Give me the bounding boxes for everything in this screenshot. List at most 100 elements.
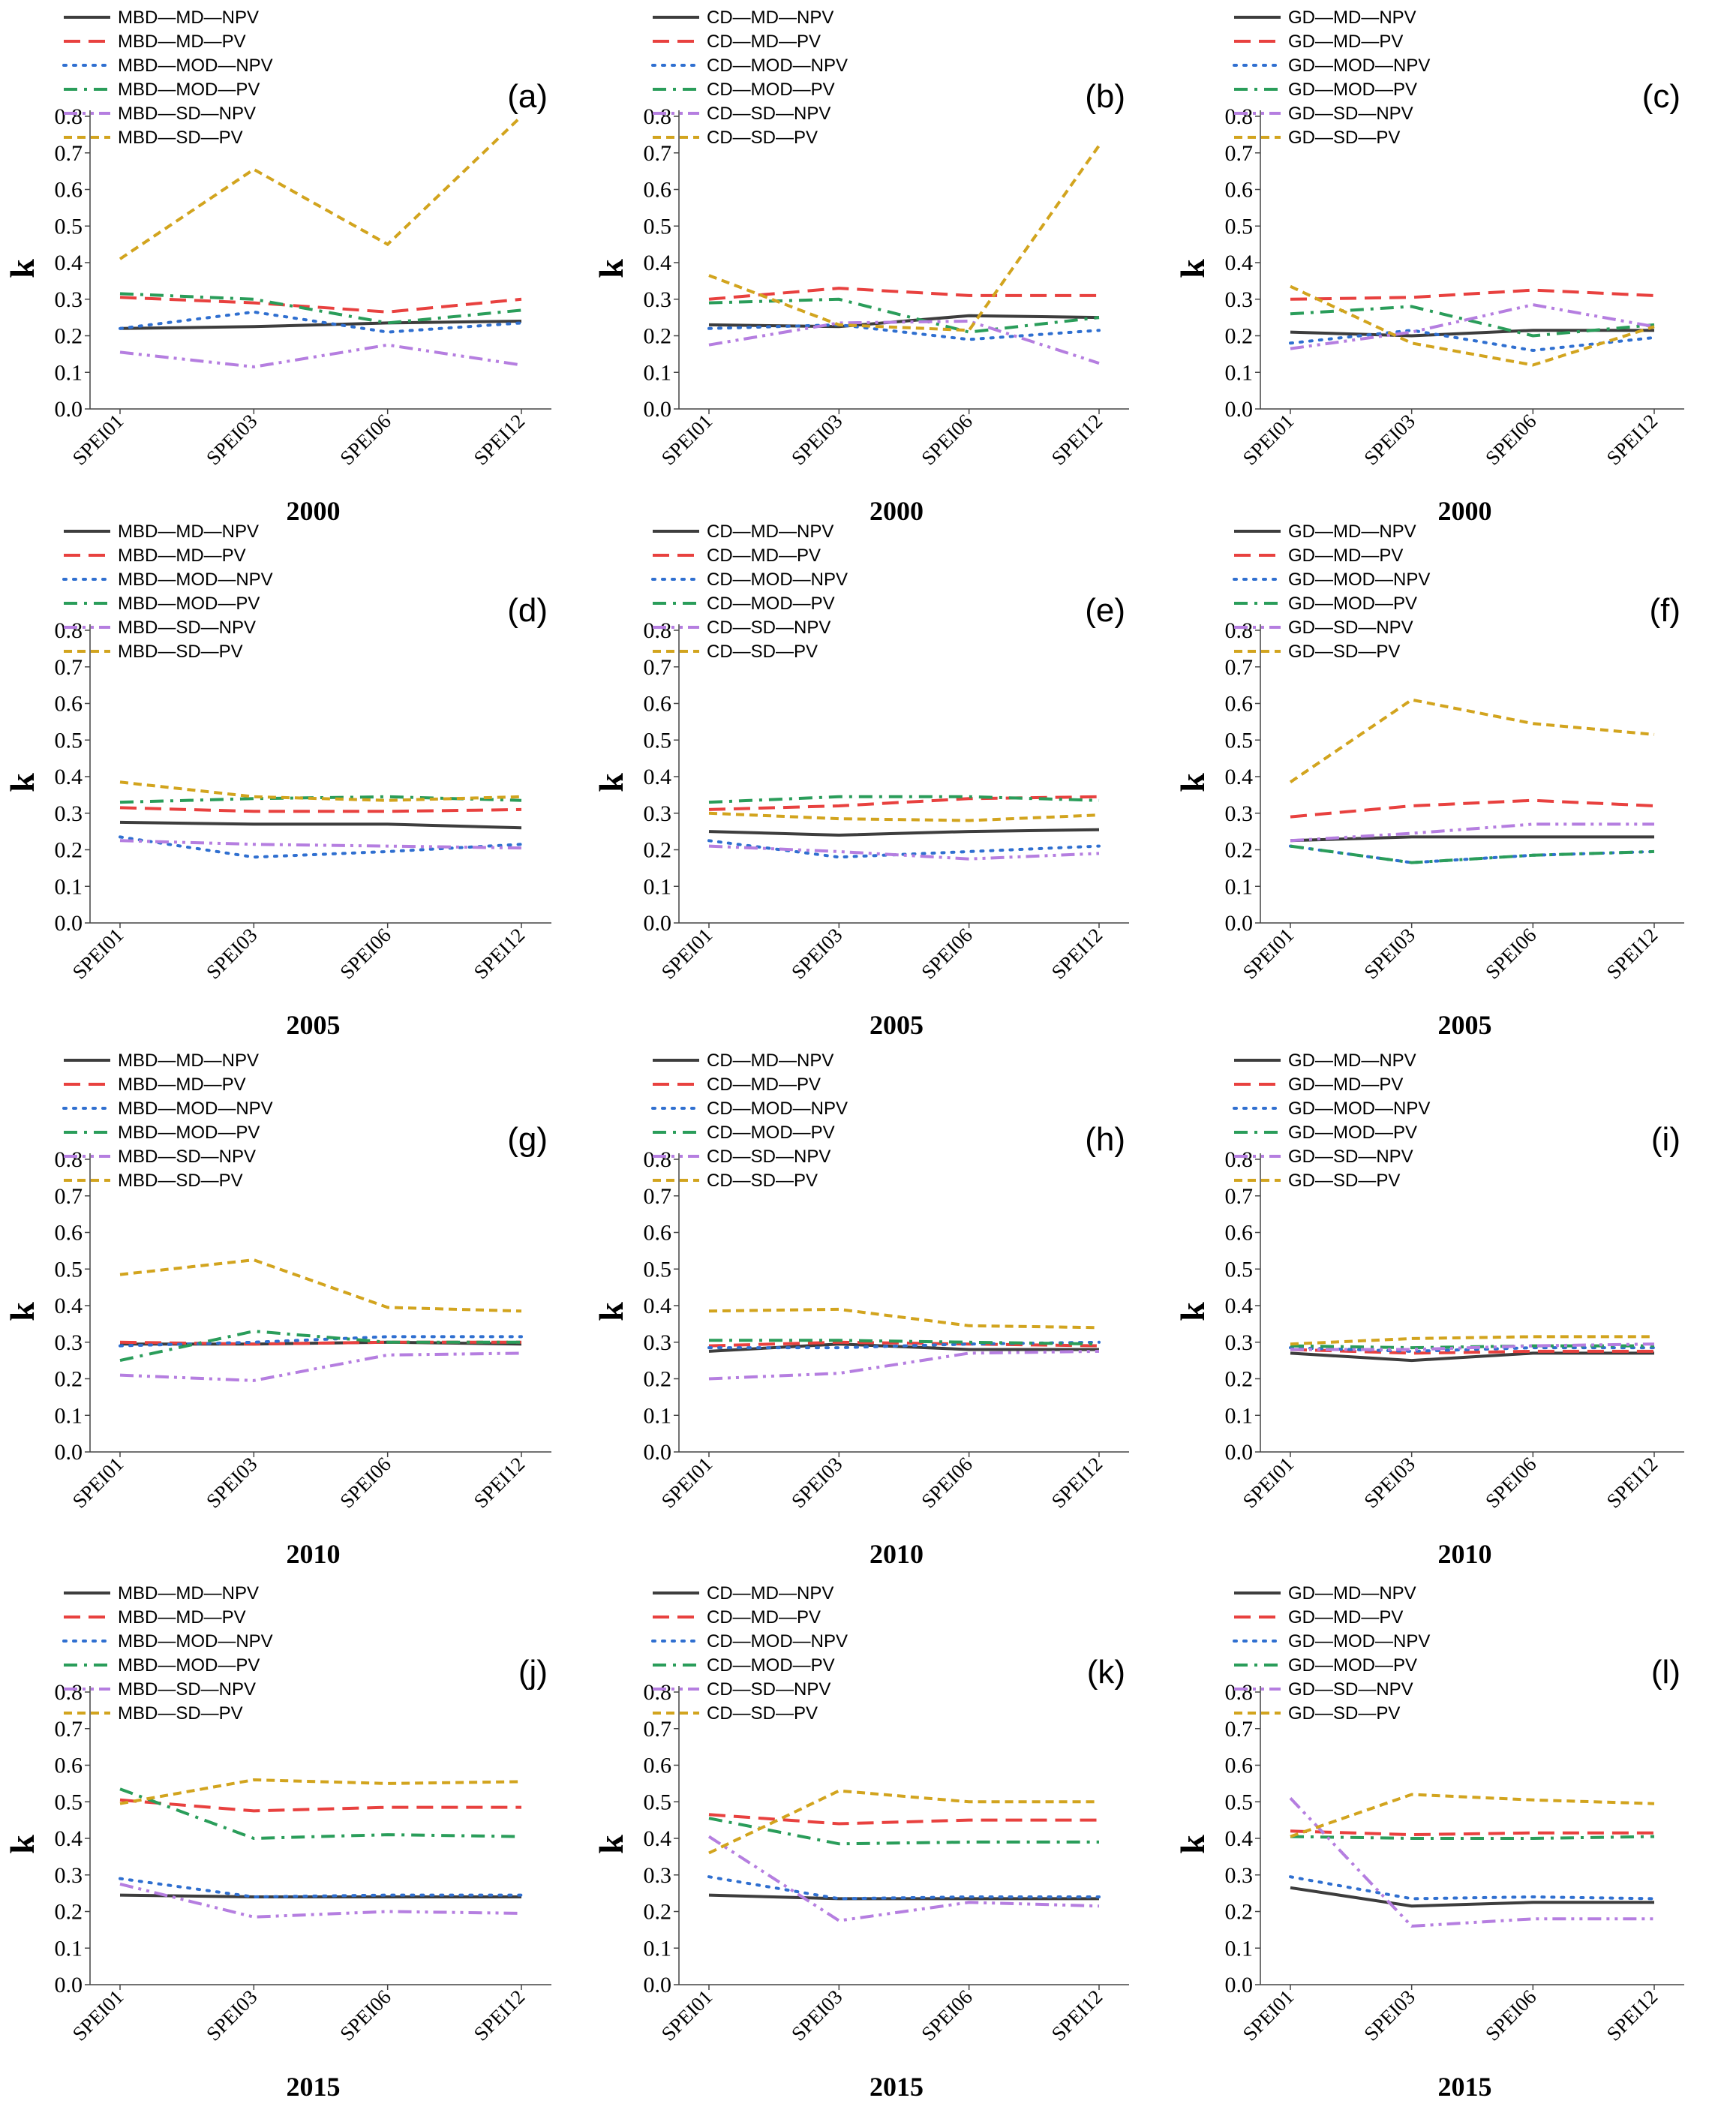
y-tick-label: 0.0 (55, 397, 83, 422)
panel-label: (d) (507, 592, 548, 629)
y-tick-label: 0.3 (55, 1330, 83, 1355)
legend-entry: GD—MD—PV (1288, 546, 1403, 566)
series-line-mod-pv (119, 795, 522, 804)
series-line-mod-npv (119, 310, 523, 334)
y-tick-label: 0.6 (55, 178, 83, 203)
y-tick-label: 0.5 (644, 1257, 672, 1282)
y-tick-label: 0.2 (1225, 324, 1254, 349)
y-tick-label: 0.7 (1225, 655, 1254, 680)
y-tick-label: 0.0 (1225, 397, 1254, 422)
series-line-sd-pv (708, 811, 1100, 822)
x-tick-label: SPEI06 (335, 1453, 395, 1513)
legend-entry: CD—SD—NPV (707, 1679, 830, 1700)
y-tick-label: 0.7 (1225, 1184, 1254, 1209)
series-line-sd-pv (1290, 1335, 1654, 1346)
legend-entry: GD—SD—PV (1288, 128, 1400, 148)
series-line-mod-pv (119, 292, 522, 325)
x-tick-label: SPEI03 (787, 924, 847, 984)
legend-entry: MBD—SD—PV (118, 128, 243, 148)
panel-label: (f) (1649, 592, 1680, 629)
legend-entry: MBD—MOD—PV (118, 594, 260, 614)
y-axis-label: k (1173, 1302, 1212, 1321)
y-axis-label: k (3, 1302, 41, 1321)
y-tick-label: 0.0 (55, 1973, 83, 1997)
legend-entry: GD—MD—PV (1288, 1075, 1403, 1095)
y-tick-label: 0.5 (1225, 1790, 1254, 1814)
y-tick-label: 0.6 (644, 692, 672, 717)
legend-entry: CD—MD—NPV (707, 1050, 833, 1071)
y-tick-label: 0.6 (1225, 692, 1254, 717)
x-axis-year-label: 2000 (870, 496, 924, 526)
x-tick-label: SPEI06 (1481, 924, 1541, 984)
x-tick-label: SPEI12 (1047, 1453, 1107, 1513)
legend-entry: CD—SD—NPV (707, 618, 830, 638)
x-axis-year-label: 2000 (1438, 496, 1492, 526)
legend-entry: MBD—MD—NPV (118, 8, 259, 28)
panel-label: (g) (507, 1121, 548, 1158)
y-axis-label: k (592, 1835, 630, 1854)
series-line-sd-npv (119, 1882, 522, 1919)
legend-entry: CD—SD—PV (707, 642, 818, 662)
x-tick-label: SPEI12 (1602, 410, 1662, 470)
y-tick-label: 0.2 (644, 1900, 672, 1925)
series-line-md-npv (1290, 1351, 1654, 1363)
y-tick-label: 0.5 (55, 1790, 83, 1814)
x-tick-label: SPEI06 (1481, 410, 1541, 470)
x-tick-label: SPEI12 (470, 1453, 530, 1513)
legend-entry: MBD—MOD—NPV (118, 1099, 273, 1119)
y-tick-label: 0.6 (644, 1754, 672, 1778)
y-tick-label: 0.7 (644, 655, 672, 680)
y-tick-label: 0.1 (55, 1403, 83, 1428)
y-tick-label: 0.6 (644, 178, 672, 203)
y-tick-label: 0.8 (1225, 1147, 1254, 1172)
y-tick-label: 0.5 (55, 214, 83, 239)
legend-entry: CD—MD—PV (707, 1607, 821, 1628)
legend-entry: CD—MD—NPV (707, 8, 833, 28)
x-tick-label: SPEI06 (917, 1453, 977, 1513)
series-line-mod-pv (1290, 1835, 1655, 1840)
series-line-md-pv (1290, 288, 1655, 301)
series-line-sd-pv (119, 1778, 522, 1805)
x-tick-label: SPEI06 (335, 410, 395, 470)
series-line-md-pv (708, 1340, 1100, 1348)
y-tick-label: 0.7 (1225, 141, 1254, 166)
y-tick-label: 0.0 (644, 1440, 672, 1465)
legend-entry: CD—MD—NPV (707, 1583, 833, 1604)
x-axis-year-label: 2010 (870, 1539, 924, 1569)
y-tick-label: 0.6 (55, 692, 83, 717)
y-tick-label: 0.4 (1225, 1294, 1254, 1318)
y-tick-label: 0.8 (644, 1680, 672, 1705)
x-tick-label: SPEI06 (917, 1985, 977, 2045)
series-line-sd-npv (1290, 303, 1655, 350)
x-tick-label: SPEI06 (917, 410, 977, 470)
y-tick-label: 0.6 (55, 1221, 83, 1246)
x-tick-label: SPEI03 (202, 1453, 262, 1513)
y-tick-label: 0.2 (55, 1900, 83, 1925)
series-line-md-npv (119, 320, 522, 330)
legend-entry: MBD—SD—PV (118, 642, 243, 662)
y-tick-label: 0.5 (644, 1790, 672, 1814)
y-tick-label: 0.3 (1225, 287, 1254, 312)
series-line-sd-npv (708, 1349, 1100, 1381)
legend-entry: GD—MD—NPV (1288, 1050, 1416, 1071)
legend-entry: GD—MD—NPV (1288, 1583, 1416, 1604)
y-tick-label: 0.2 (55, 1367, 83, 1392)
series-line-md-pv (1290, 798, 1655, 819)
x-tick-label: SPEI03 (787, 1453, 847, 1513)
y-tick-label: 0.0 (1225, 1440, 1254, 1465)
legend-entry: CD—MD—NPV (707, 521, 833, 542)
legend-entry: GD—MD—PV (1288, 32, 1403, 52)
series-line-sd-npv (119, 343, 522, 368)
series-line-sd-npv (707, 1835, 1100, 1922)
series-line-mod-pv (708, 1817, 1099, 1846)
series-line-sd-pv (1290, 1793, 1655, 1838)
legend-entry: GD—SD—PV (1288, 642, 1400, 662)
y-tick-label: 0.8 (55, 1680, 83, 1705)
y-tick-label: 0.1 (644, 874, 672, 899)
y-tick-label: 0.6 (1225, 1221, 1254, 1246)
x-tick-label: SPEI12 (1047, 924, 1107, 984)
